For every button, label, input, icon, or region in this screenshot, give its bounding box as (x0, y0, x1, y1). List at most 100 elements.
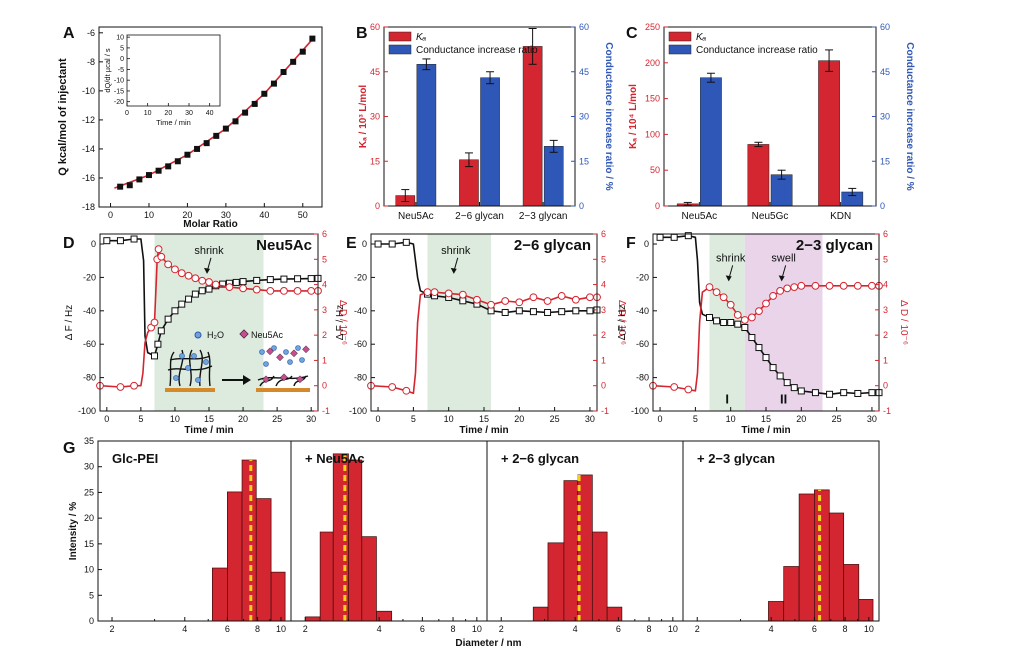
data-point (239, 278, 247, 286)
histogram-bar (241, 459, 257, 622)
panel-letter: C (626, 25, 638, 42)
data-point (747, 313, 756, 322)
legend-label: Conductance increase ratio (696, 45, 818, 56)
y-right-tick-label: 2 (322, 330, 327, 340)
x-tick-label: 8 (255, 624, 260, 634)
histogram-bar (319, 531, 334, 622)
x-axis-title: Time / min (184, 425, 233, 436)
data-point (157, 327, 165, 335)
data-point (501, 297, 510, 305)
y-tick-label: 0 (91, 239, 96, 249)
inset-y-tick-label: -10 (114, 78, 124, 85)
y-axis-title-left: Δ F / Hz (335, 305, 346, 341)
x-tick-label: 10 (668, 624, 678, 634)
histogram-bar (211, 567, 228, 622)
y-right-tick-label: 45 (579, 67, 589, 77)
y-tick-label: 30 (370, 112, 380, 122)
data-point (307, 275, 315, 283)
neu5ac-molecule (266, 347, 274, 356)
data-point (854, 389, 862, 397)
data-point (171, 265, 179, 274)
y-right-tick-label: 1 (883, 355, 888, 365)
inset-y-tick-label: 0 (120, 56, 124, 63)
x-tick-label: 10 (276, 624, 286, 634)
y-tick-label: 10 (84, 565, 94, 575)
inset-x-tick-label: 0 (125, 110, 129, 117)
data-point (529, 293, 538, 302)
neu5ac-molecule (290, 349, 298, 358)
histogram-bar (348, 459, 363, 622)
inset-y-tick-label: 5 (120, 45, 124, 52)
data-point (145, 172, 152, 179)
histogram-bar (814, 489, 830, 622)
data-point (402, 386, 411, 395)
y-tick-label: -100 (78, 406, 96, 416)
data-point (252, 285, 261, 294)
y-right-tick-label: 60 (880, 22, 890, 32)
data-point (126, 182, 133, 189)
x-tick-label: 30 (306, 414, 316, 424)
data-point (748, 334, 756, 342)
y-right-tick-label: 6 (601, 229, 606, 239)
y-right-tick-label: 30 (880, 112, 890, 122)
histogram-bar (547, 542, 565, 622)
y-axis-title-left: Δ F / Hz (64, 305, 75, 341)
data-point (487, 307, 495, 315)
x-tick-label: 8 (647, 624, 652, 634)
y-right-tick-label: 0 (601, 381, 606, 391)
y-tick-label: -80 (83, 373, 96, 383)
data-point (388, 240, 396, 248)
y-axis-title-right: Conductance increase ratio / % (603, 42, 614, 190)
data-point (720, 319, 728, 326)
data-point (116, 237, 124, 245)
y-tick-label: -18 (82, 202, 95, 212)
data-point (755, 344, 763, 352)
panel-title: 2−6 glycan (514, 237, 591, 254)
x-tick-label: 15 (204, 414, 214, 424)
water-molecule (191, 353, 197, 359)
histogram-bar (591, 531, 608, 622)
data-point (586, 293, 594, 302)
data-point (178, 300, 186, 308)
data-point (423, 288, 432, 297)
annotation-arrowhead (204, 267, 210, 274)
axes-layer (97, 26, 880, 622)
data-point (713, 317, 721, 325)
water-molecule (185, 365, 191, 371)
data-point (280, 69, 287, 75)
x-axis-title: Time / min (459, 425, 508, 436)
panel-letter: D (63, 235, 75, 252)
water-molecule (263, 361, 269, 367)
data-point (733, 311, 742, 319)
y-right-tick-label: 2 (601, 330, 606, 340)
data-point (184, 271, 193, 280)
data-point (205, 285, 213, 293)
legend-swatch (668, 44, 692, 55)
y-axis-title-left: Kₐ / 10⁴ L/mol (628, 84, 639, 149)
y-right-tick-label: 15 (579, 156, 589, 166)
y-tick-label: 0 (362, 239, 367, 249)
x-tick-label: 10 (864, 624, 874, 634)
y-tick-label: -40 (83, 306, 96, 316)
data-point (185, 295, 193, 303)
histogram-bar (227, 491, 243, 622)
bar (818, 60, 840, 207)
data-point (790, 384, 798, 392)
histogram-bar (532, 606, 549, 622)
data-point (402, 238, 410, 246)
x-tick-label: 5 (138, 414, 143, 424)
y-axis-title: Q kcal/mol of injectant (57, 58, 69, 176)
y-tick-label: 0 (375, 201, 380, 211)
y-tick-label: 0 (89, 616, 94, 626)
category-label: KDN (830, 211, 851, 222)
data-point (184, 151, 191, 158)
data-point (266, 276, 274, 284)
y-tick-label: -12 (82, 115, 95, 125)
data-point (116, 383, 125, 391)
y-right-tick-label: 4 (322, 280, 327, 290)
legend-swatch (388, 44, 412, 55)
panel-letter: F (626, 235, 636, 252)
y-tick-label: 30 (84, 462, 94, 472)
data-point (307, 286, 316, 295)
water-molecule (271, 345, 277, 351)
